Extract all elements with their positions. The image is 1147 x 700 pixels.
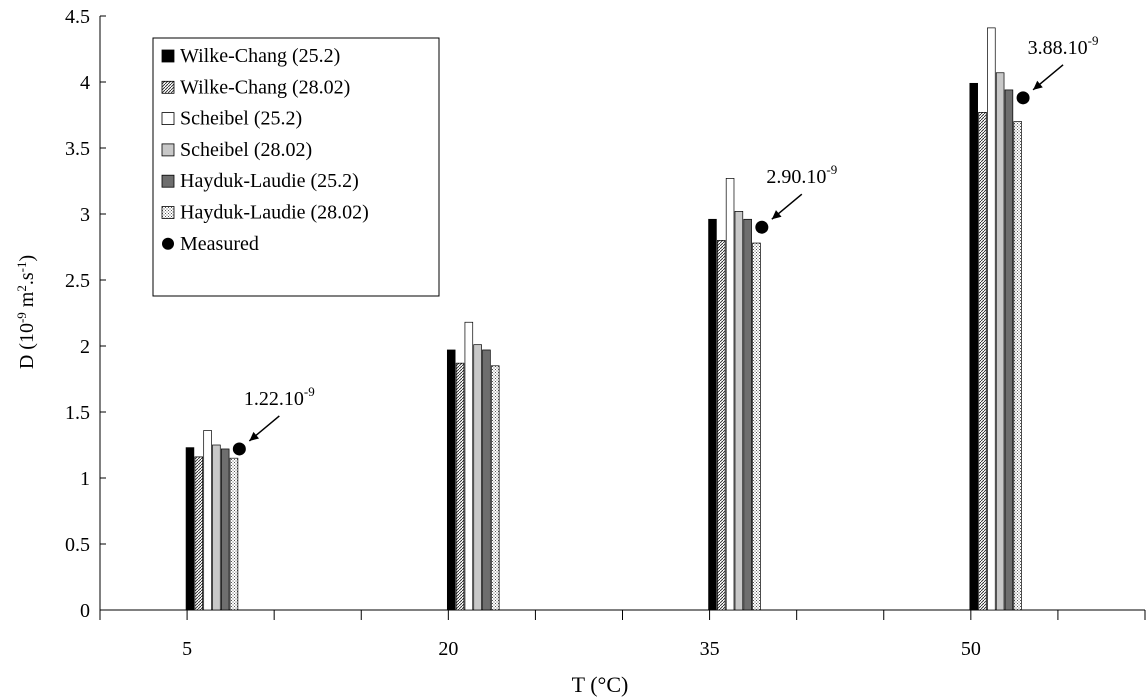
annotation-arrowhead	[249, 431, 260, 441]
annotation-label: 1.22.10-9	[244, 384, 315, 410]
measured-point	[232, 442, 246, 456]
bar	[969, 82, 978, 611]
bar	[1013, 121, 1022, 611]
y-tick-label: 0	[80, 600, 90, 622]
legend-label: Scheibel (28.02)	[180, 139, 312, 161]
annotation-base: 2.90.10	[766, 166, 826, 188]
bar	[473, 344, 482, 611]
legend-swatch	[161, 80, 175, 94]
bar	[987, 27, 996, 611]
bar	[446, 349, 456, 611]
bar	[725, 178, 735, 611]
y-tick-label: 2	[80, 336, 90, 358]
bar	[482, 349, 491, 611]
annotations: 1.22.10-92.90.10-93.88.10-9	[244, 33, 1099, 442]
annotation-label: 3.88.10-9	[1028, 33, 1099, 59]
y-tick-label: 2.5	[65, 270, 90, 292]
legend-swatch	[161, 143, 175, 157]
bar	[464, 321, 474, 611]
bar	[1004, 89, 1014, 611]
bar	[717, 240, 726, 611]
x-tick-label: 20	[438, 638, 458, 660]
legend-label: Hayduk-Laudie (28.02)	[180, 202, 369, 224]
legend-label: Hayduk-Laudie (25.2)	[180, 170, 359, 192]
bar	[455, 362, 465, 611]
plot-axes: 0 0.5 1 1.5 2 2.5 3 3.5 4 4.5 5 20 35 50	[65, 6, 1146, 660]
annotation-arrowhead	[771, 210, 782, 220]
legend-swatch	[161, 206, 175, 219]
bar	[212, 444, 221, 611]
bar	[194, 456, 204, 611]
x-tick-label: 50	[961, 638, 981, 660]
y-tick-label: 4.5	[65, 6, 90, 28]
legend-label: Wilke-Chang (28.02)	[180, 76, 350, 98]
bar	[995, 72, 1005, 611]
y-tick-label: 3	[80, 204, 90, 226]
annotation-base: 3.88.10	[1028, 37, 1088, 59]
measured-points	[232, 91, 1030, 456]
legend-label: Scheibel (25.2)	[180, 108, 302, 130]
bar	[490, 365, 500, 611]
annotation-label: 2.90.10-9	[766, 162, 837, 188]
x-tick-label: 5	[182, 638, 192, 660]
bar	[752, 242, 761, 611]
annotation-exponent: -9	[826, 162, 837, 177]
annotation-arrowhead	[1033, 80, 1043, 90]
annotation-base: 1.22.10	[244, 388, 304, 410]
legend-box	[152, 37, 440, 297]
legend-marker-measured	[162, 237, 174, 250]
bar	[185, 447, 195, 611]
y-tick-label: 4	[80, 72, 90, 94]
legend-label: Measured	[180, 233, 259, 255]
bar	[708, 218, 717, 611]
bar	[978, 112, 987, 611]
legend-swatch	[161, 174, 175, 188]
bar	[734, 211, 744, 611]
y-tick-label: 1	[80, 468, 90, 490]
measured-point	[1016, 91, 1030, 105]
annotation-exponent: -9	[304, 384, 315, 399]
y-tick-label: 3.5	[65, 138, 90, 160]
legend-swatch	[161, 112, 175, 125]
legend-label: Wilke-Chang (25.2)	[180, 45, 340, 67]
y-tick-label: 1.5	[65, 402, 90, 424]
bar	[203, 430, 212, 611]
bars-group	[185, 27, 1022, 611]
legend: Wilke-Chang (25.2) Wilke-Chang (28.02) Sch…	[152, 37, 440, 297]
annotation-exponent: -9	[1088, 33, 1099, 48]
y-axis-label: D (10-9 m2.s-1)	[14, 255, 39, 369]
legend-swatch	[161, 49, 175, 63]
bar	[220, 448, 230, 611]
x-tick-label: 35	[700, 638, 720, 660]
measured-point	[755, 220, 769, 234]
bar	[743, 218, 752, 611]
y-tick-label: 0.5	[65, 534, 90, 556]
bar	[229, 457, 239, 611]
x-axis-label: T (°C)	[572, 672, 629, 697]
